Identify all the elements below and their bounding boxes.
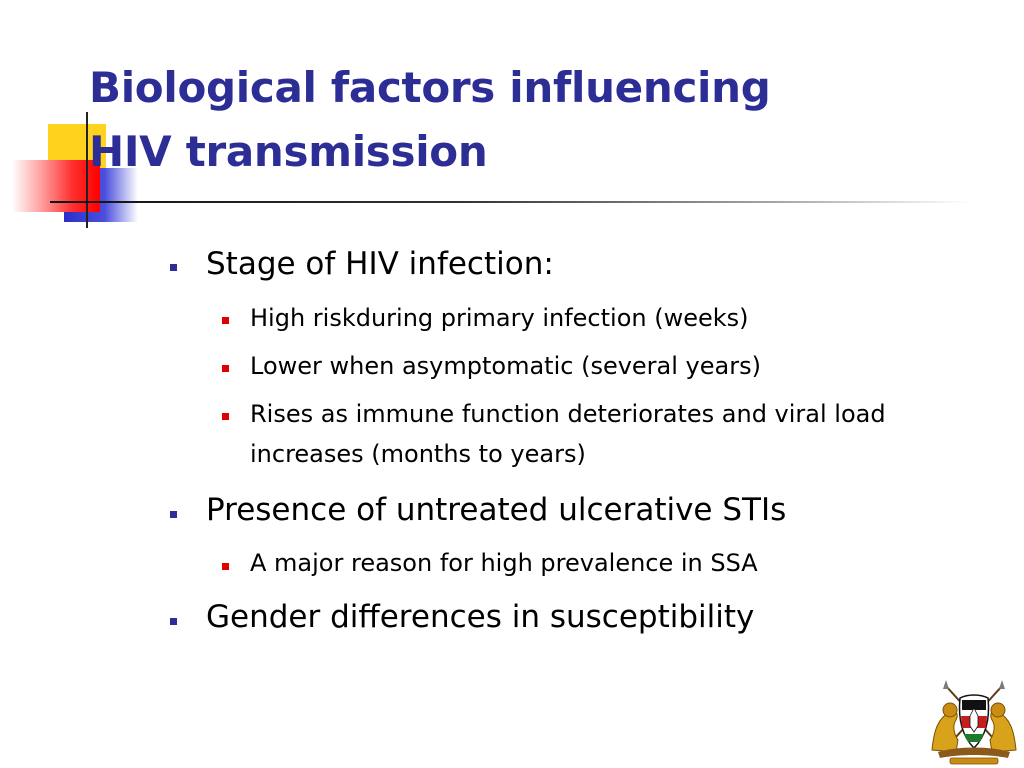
slide-title-line-2: HIV transmission (89, 127, 488, 176)
slide-title-line-1: Biological factors influencing (89, 63, 771, 112)
sub-bullet-immune-deterioration: Rises as immune function deteriorates an… (250, 400, 886, 468)
sub-bullet-ssa-prevalence: A major reason for high prevalence in SS… (250, 549, 758, 577)
sub-bullet-asymptomatic: Lower when asymptomatic (several years) (250, 352, 761, 380)
bullet-gender-differences: Gender differences in susceptibility (206, 599, 755, 635)
sub-bullet-marker (222, 365, 229, 372)
bullet-marker (170, 264, 177, 271)
sub-bullet-marker (222, 413, 229, 420)
sub-bullet-primary-infection: High riskduring primary infection (weeks… (250, 304, 749, 332)
bullet-stage-of-infection: Stage of HIV infection: (206, 246, 554, 282)
decor-red-square (12, 160, 100, 212)
title-underline (50, 201, 970, 203)
sub-bullet-marker (222, 317, 229, 324)
decor-vertical-line (86, 112, 88, 228)
sub-bullet-marker (222, 563, 229, 570)
slide-title: Biological factors influencing HIV trans… (89, 56, 969, 184)
bullet-ulcerative-stis: Presence of untreated ulcerative STIs (206, 492, 787, 528)
bullet-marker (170, 618, 177, 625)
bullet-marker (170, 511, 177, 518)
coat-of-arms-icon (931, 680, 1017, 765)
